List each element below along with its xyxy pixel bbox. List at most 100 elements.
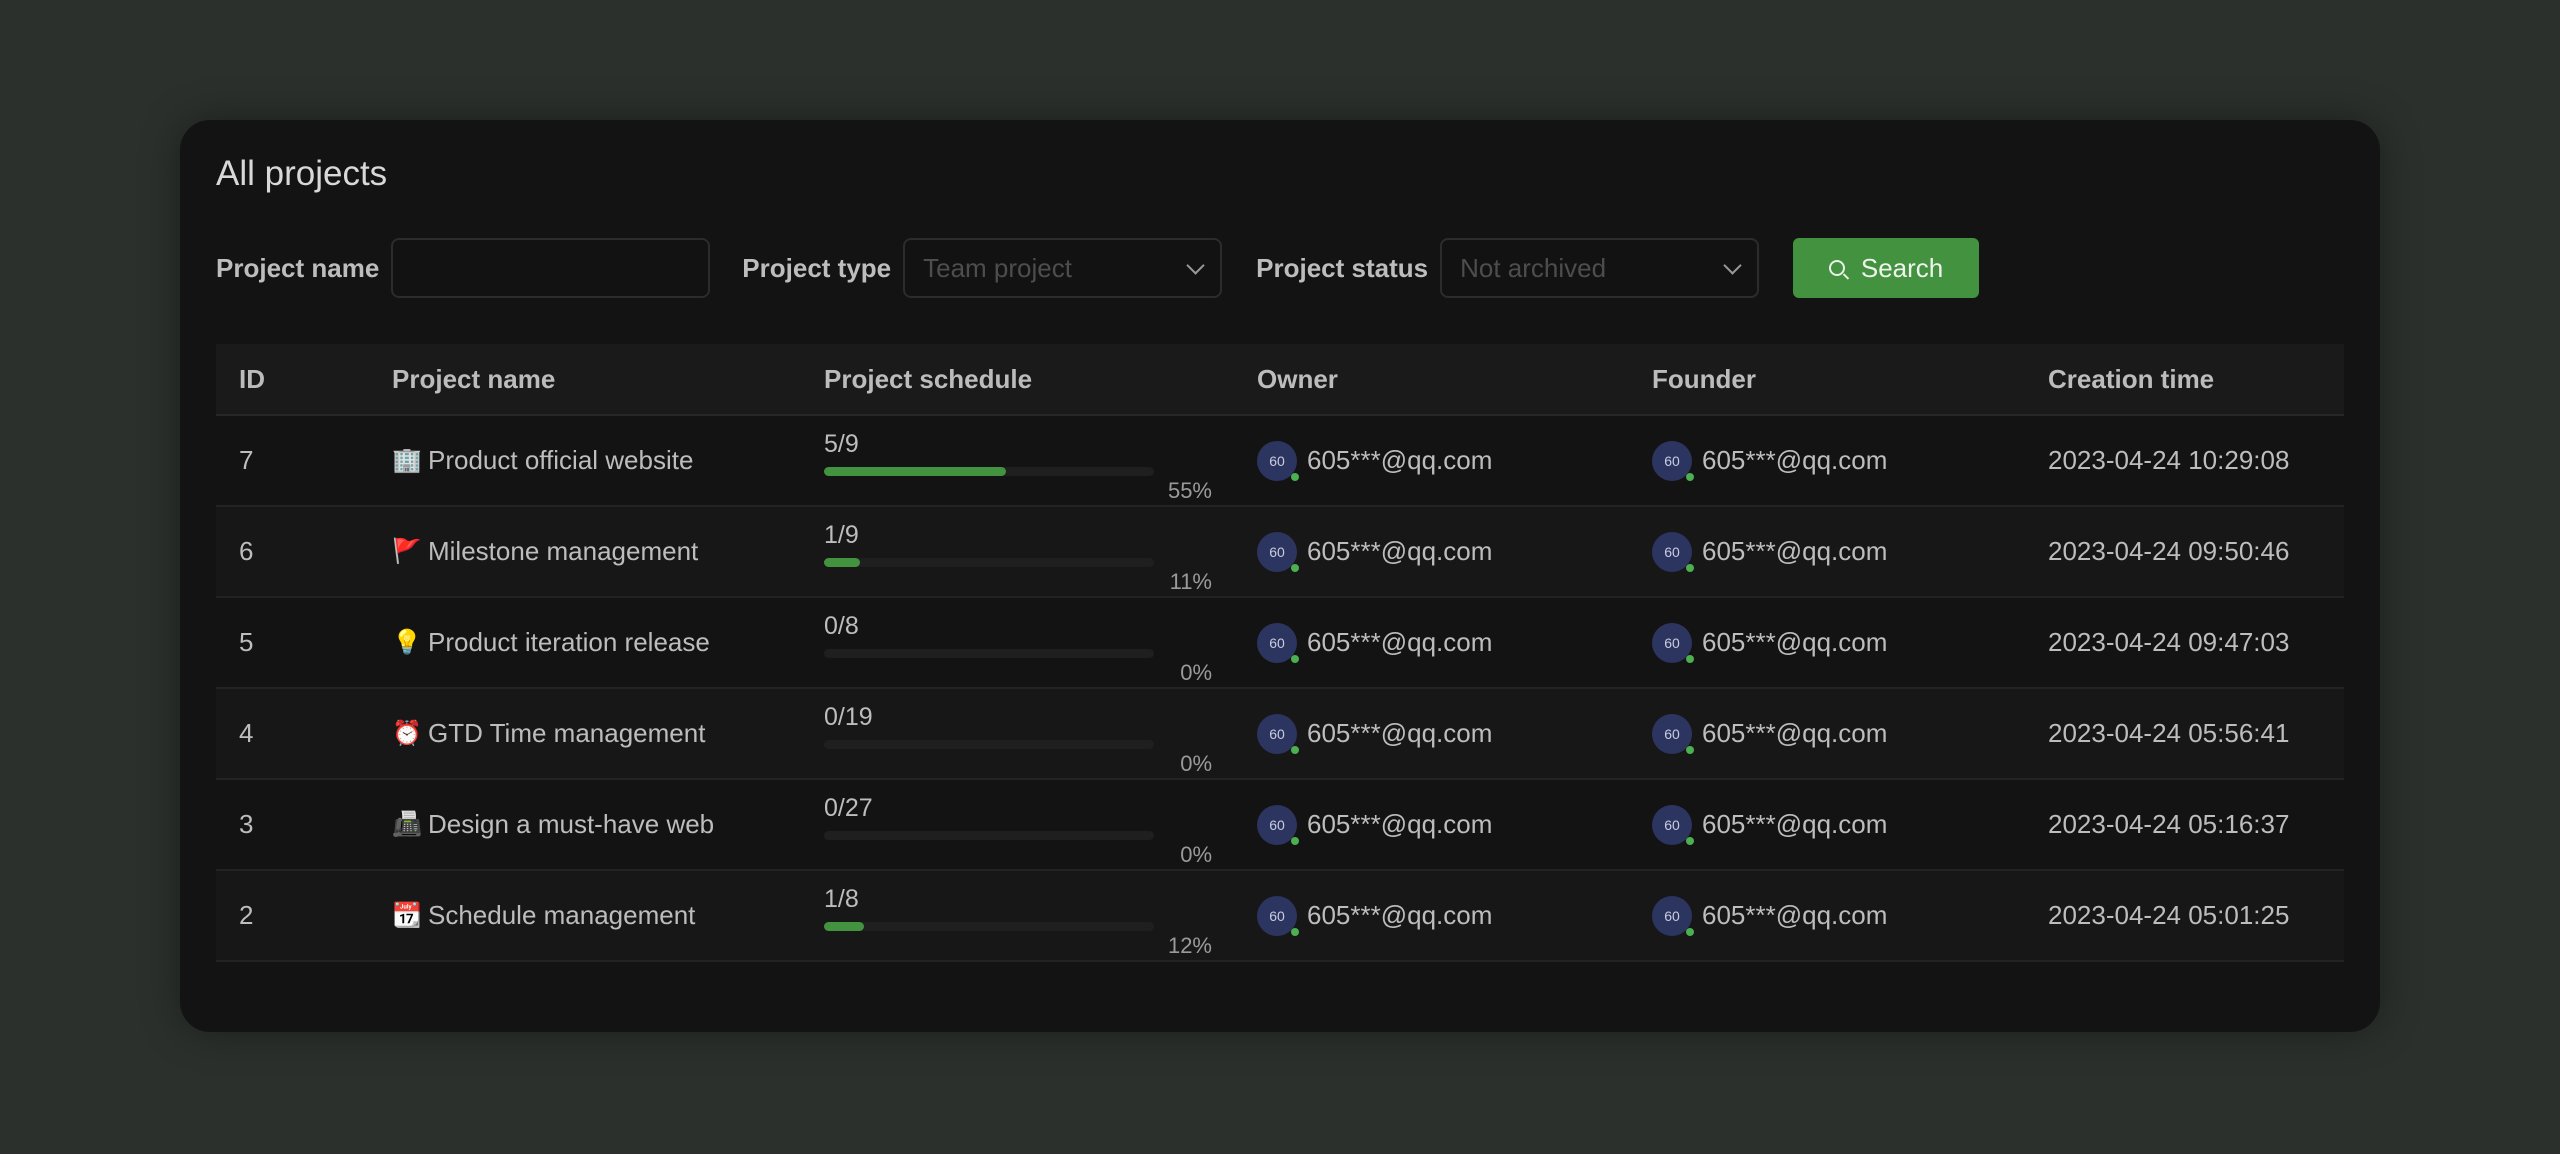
avatar: 60: [1257, 440, 1299, 481]
progress-bar: [824, 831, 1154, 840]
project-name-cell[interactable]: 🏢 Product official website: [392, 445, 693, 476]
project-icon: 📆: [392, 902, 422, 929]
project-name-cell[interactable]: 🚩 Milestone management: [392, 536, 698, 567]
founder-email: 605***@qq.com: [1702, 900, 1888, 930]
schedule-fraction: 0/19: [824, 703, 873, 731]
projects-table: ID Project name Project schedule Owner F…: [216, 344, 2344, 962]
online-status-dot: [1686, 927, 1694, 936]
founder-email: 605***@qq.com: [1702, 627, 1888, 657]
founder-email: 605***@qq.com: [1702, 718, 1888, 748]
founder-cell: 60 605***@qq.com: [1652, 440, 1888, 481]
online-status-dot: [1291, 472, 1299, 481]
table-row[interactable]: 2 📆 Schedule management 1/8 12% 60 605**…: [216, 871, 2344, 962]
progress-percent: 0%: [1180, 842, 1212, 867]
progress-bar: [824, 649, 1154, 658]
project-type-placeholder: Team project: [923, 252, 1072, 283]
avatar-initials: 60: [1664, 907, 1680, 924]
project-icon: 💡: [392, 629, 422, 656]
project-name[interactable]: Product official website: [428, 445, 694, 475]
owner-cell: 60 605***@qq.com: [1257, 440, 1492, 481]
project-schedule: 5/9 55%: [824, 430, 1212, 503]
project-name[interactable]: Schedule management: [428, 900, 696, 930]
project-icon: 📠: [392, 811, 422, 838]
project-schedule: 1/8 12%: [824, 885, 1212, 958]
progress-percent: 55%: [1167, 478, 1212, 503]
online-status-dot: [1291, 563, 1299, 572]
table-header: ID Project name Project schedule Owner F…: [216, 344, 2344, 416]
column-header-id[interactable]: ID: [239, 363, 265, 394]
owner-cell: 60 605***@qq.com: [1257, 622, 1492, 663]
owner-email: 605***@qq.com: [1307, 718, 1493, 748]
column-header-founder[interactable]: Founder: [1652, 363, 1756, 394]
founder-cell: 60 605***@qq.com: [1652, 895, 1888, 936]
project-status-select[interactable]: Not archived: [1440, 238, 1760, 298]
owner-cell: 60 605***@qq.com: [1257, 531, 1493, 572]
online-status-dot: [1686, 654, 1694, 663]
creation-time: 2023-04-24 09:47:03: [2048, 627, 2290, 657]
avatar: 60: [1652, 713, 1694, 754]
creation-time: 2023-04-24 05:56:41: [2048, 718, 2290, 748]
avatar: 60: [1257, 713, 1299, 754]
avatar: 60: [1257, 622, 1299, 663]
founder-email: 605***@qq.com: [1702, 445, 1888, 475]
table-row[interactable]: 5 💡 Product iteration release 0/8 0% 60 …: [216, 598, 2344, 689]
progress-percent: 0%: [1180, 751, 1212, 776]
table-row[interactable]: 7 🏢 Product official website 5/9 55% 60 …: [216, 416, 2344, 507]
owner-email: 605***@qq.com: [1307, 900, 1493, 930]
creation-time: 2023-04-24 10:29:08: [2048, 445, 2290, 475]
column-header-project-schedule[interactable]: Project schedule: [824, 363, 1033, 394]
column-header-owner[interactable]: Owner: [1257, 363, 1338, 394]
avatar-initials: 60: [1664, 543, 1680, 560]
column-header-project-name[interactable]: Project name: [392, 363, 556, 394]
founder-email: 605***@qq.com: [1702, 536, 1888, 566]
project-name[interactable]: Product iteration release: [428, 627, 710, 657]
online-status-dot: [1291, 654, 1299, 663]
avatar: 60: [1652, 622, 1694, 663]
column-header-creation-time[interactable]: Creation time: [2048, 363, 2215, 394]
avatar: 60: [1652, 531, 1694, 572]
owner-email: 605***@qq.com: [1307, 809, 1493, 839]
schedule-fraction: 0/27: [824, 794, 873, 822]
project-status-label: Project status: [1256, 252, 1429, 283]
avatar-initials: 60: [1664, 725, 1680, 742]
avatar: 60: [1257, 804, 1299, 845]
progress-fill: [824, 558, 861, 567]
project-name-label: Project name: [216, 252, 380, 283]
project-name-cell[interactable]: ⏰ GTD Time management: [392, 718, 705, 749]
project-schedule: 0/27 0%: [824, 794, 1212, 867]
online-status-dot: [1686, 836, 1694, 845]
search-button[interactable]: Search: [1793, 238, 1980, 298]
table-row[interactable]: 3 📠 Design a must-have web 0/27 0% 60 60…: [216, 780, 2344, 871]
project-name-cell[interactable]: 📆 Schedule management: [392, 900, 695, 931]
project-name[interactable]: Milestone management: [428, 536, 699, 566]
online-status-dot: [1686, 563, 1694, 572]
project-type-select[interactable]: Team project: [903, 238, 1223, 298]
owner-email: 605***@qq.com: [1307, 536, 1493, 566]
project-name-input[interactable]: [391, 238, 711, 298]
page-title: All projects: [216, 154, 388, 193]
project-name[interactable]: Design a must-have web: [428, 809, 715, 839]
project-id: 7: [239, 445, 254, 475]
table-row[interactable]: 6 🚩 Milestone management 1/9 11% 60 605*…: [216, 507, 2344, 598]
projects-card: All projects Project name Project type T…: [180, 120, 2380, 1032]
project-name-cell[interactable]: 💡 Product iteration release: [392, 627, 710, 658]
founder-cell: 60 605***@qq.com: [1652, 713, 1888, 754]
avatar-initials: 60: [1269, 452, 1285, 469]
search-icon: [1828, 260, 1845, 276]
project-name-cell[interactable]: 📠 Design a must-have web: [392, 809, 714, 840]
schedule-fraction: 1/9: [824, 521, 859, 549]
project-type-label: Project type: [742, 252, 892, 283]
project-id: 2: [239, 900, 254, 930]
owner-cell: 60 605***@qq.com: [1257, 895, 1493, 936]
project-id: 3: [239, 809, 254, 839]
project-schedule: 1/9 11%: [824, 521, 1212, 594]
project-name[interactable]: GTD Time management: [428, 718, 706, 748]
project-id: 4: [239, 718, 254, 748]
avatar-initials: 60: [1664, 816, 1680, 833]
avatar-initials: 60: [1269, 543, 1285, 560]
table-row[interactable]: 4 ⏰ GTD Time management 0/19 0% 60 605**…: [216, 689, 2344, 780]
project-status-placeholder: Not archived: [1460, 252, 1607, 283]
avatar-initials: 60: [1664, 634, 1680, 651]
founder-cell: 60 605***@qq.com: [1652, 531, 1888, 572]
progress-percent: 11%: [1169, 569, 1212, 594]
